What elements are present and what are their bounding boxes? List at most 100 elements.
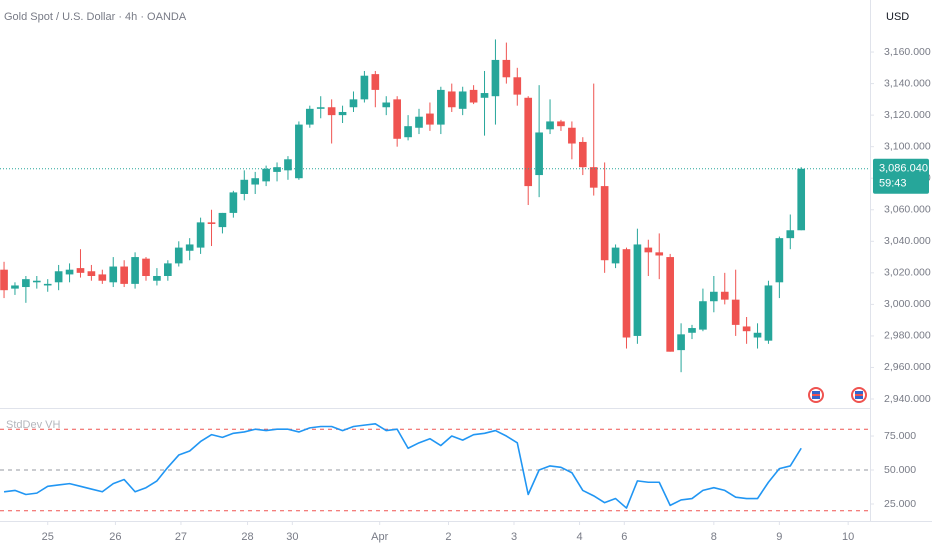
candle-body [349, 99, 358, 108]
candle-body [404, 126, 412, 138]
x-tick-label: Apr [371, 531, 388, 543]
candle-body [185, 244, 194, 251]
x-tick-label: 2 [445, 531, 451, 543]
candle-body [535, 132, 543, 176]
x-tick-label: 27 [175, 531, 187, 543]
candle-body [153, 275, 161, 281]
candle-body [360, 75, 369, 100]
candle-body [578, 141, 587, 168]
candle-body [622, 249, 631, 338]
candle-body [43, 283, 52, 286]
candle-body [207, 222, 216, 224]
candle-body [109, 266, 118, 283]
candle-body [382, 102, 391, 108]
candle-body [371, 74, 380, 90]
symbol-title: Gold Spot / U.S. Dollar · 4h · OANDA [4, 11, 187, 23]
currency[interactable]: USD [886, 11, 909, 23]
candle-body [742, 326, 751, 332]
y-tick-label: 3,020.000 [884, 267, 931, 279]
candle-body [0, 269, 8, 291]
candle-body [65, 269, 74, 275]
candle-body [262, 168, 270, 182]
candle-body [76, 268, 85, 273]
x-tick-label: 25 [42, 531, 54, 543]
y-tick-label: 2,980.000 [884, 330, 931, 342]
candle-body [513, 77, 522, 95]
y-tick-label: 3,040.000 [884, 235, 931, 247]
candle-body [611, 247, 620, 264]
candle-body [775, 238, 784, 283]
y-tick-label: 2,940.000 [884, 393, 931, 405]
y-tick-label: 3,160.000 [884, 46, 931, 58]
candle-body [469, 89, 478, 103]
y-tick-label: 75.000 [884, 430, 916, 442]
candle-body [644, 247, 653, 253]
candle-body [316, 107, 325, 109]
candle-body [131, 257, 139, 284]
candle-body [600, 186, 609, 261]
event-icon[interactable] [808, 387, 824, 403]
candle-body [120, 266, 128, 284]
y-tick-label: 3,100.000 [884, 140, 931, 152]
candle-body [174, 247, 183, 264]
x-tick-label: 9 [776, 531, 782, 543]
candle-body [655, 252, 664, 256]
candle-body [11, 285, 19, 289]
candle-body [393, 99, 401, 139]
y-tick-label: 3,120.000 [884, 109, 931, 121]
candle-body [589, 167, 598, 188]
candle-body [568, 127, 576, 144]
y-tick-label: 3,000.000 [884, 298, 931, 310]
x-tick-label: 6 [621, 531, 627, 543]
y-tick-label: 2,960.000 [884, 361, 931, 373]
candle-body [786, 230, 795, 239]
y-tick-label: 3,060.000 [884, 204, 931, 216]
candle-body [229, 192, 238, 213]
candle-body [447, 91, 456, 108]
candle-body [458, 91, 467, 109]
candle-body [677, 334, 685, 351]
candle-body [797, 168, 806, 231]
candle-body [666, 257, 674, 352]
candle-body [305, 108, 314, 125]
candle-body [295, 124, 303, 179]
candle-body [688, 328, 696, 333]
x-tick-label: 4 [576, 531, 582, 543]
candle-body [218, 212, 227, 228]
countdown: 59:43 [879, 178, 907, 190]
x-tick-label: 30 [286, 531, 298, 543]
candle-body [98, 274, 107, 281]
indicator-title[interactable]: StdDev VH [6, 419, 60, 431]
candle-body [426, 113, 434, 125]
candle-body [415, 116, 423, 128]
y-tick-label: 3,140.000 [884, 77, 931, 89]
candle-body [32, 280, 41, 283]
candle-body [720, 291, 729, 300]
candle-body [633, 244, 642, 336]
last-price-label: 3,086.040 [879, 163, 928, 175]
candle-body [699, 301, 707, 330]
y-tick-label: 25.000 [884, 498, 916, 510]
candle-body [196, 222, 205, 248]
last-price-badge [873, 158, 929, 194]
candle-body [546, 121, 554, 130]
candle-body [753, 332, 762, 338]
candle-body [22, 279, 30, 288]
candle-body [240, 179, 249, 194]
candle-body [437, 89, 445, 125]
x-tick-label: 8 [711, 531, 717, 543]
candle-body [164, 263, 172, 276]
candle-body [491, 59, 500, 97]
x-tick-label: 10 [842, 531, 854, 543]
candle-body [327, 107, 336, 116]
x-tick-label: 28 [241, 531, 253, 543]
candle-body [710, 291, 718, 302]
indicator-line [3, 422, 802, 509]
candle-body [557, 121, 565, 127]
candle-body [251, 178, 260, 185]
candle-body [54, 271, 63, 283]
event-icon[interactable] [851, 387, 867, 403]
candle-body [87, 271, 96, 276]
candle-body [731, 299, 740, 325]
